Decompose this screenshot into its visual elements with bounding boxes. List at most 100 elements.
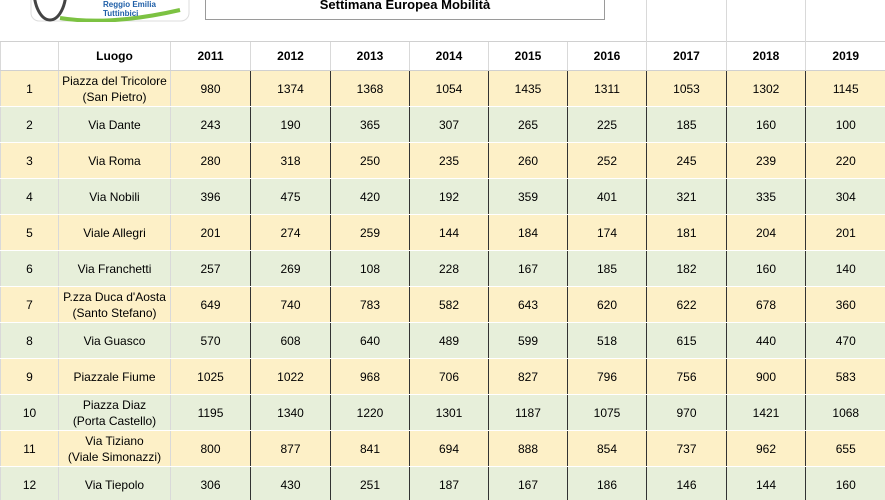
count-cell: 146 bbox=[646, 466, 727, 500]
count-cell: 187 bbox=[409, 466, 489, 500]
header-cell: 2011 bbox=[170, 42, 251, 71]
row-number: 4 bbox=[0, 178, 59, 215]
count-cell: 570 bbox=[170, 322, 251, 359]
count-cell: 1195 bbox=[170, 394, 251, 431]
count-cell: 694 bbox=[409, 430, 489, 467]
cell-line bbox=[805, 0, 806, 42]
place-name: Via Dante bbox=[58, 106, 171, 143]
count-cell: 640 bbox=[330, 322, 410, 359]
count-cell: 756 bbox=[646, 358, 727, 395]
count-cell: 307 bbox=[409, 106, 489, 143]
count-cell: 318 bbox=[250, 142, 331, 179]
header-cell: Luogo bbox=[58, 42, 171, 71]
count-cell: 582 bbox=[409, 286, 489, 323]
count-cell: 174 bbox=[567, 214, 647, 251]
row-number: 9 bbox=[0, 358, 59, 395]
count-cell: 186 bbox=[567, 466, 647, 500]
count-cell: 888 bbox=[488, 430, 568, 467]
count-cell: 100 bbox=[805, 106, 885, 143]
count-cell: 251 bbox=[330, 466, 410, 500]
row-number: 12 bbox=[0, 466, 59, 500]
count-cell: 265 bbox=[488, 106, 568, 143]
count-cell: 1368 bbox=[330, 70, 410, 107]
row-number: 8 bbox=[0, 322, 59, 359]
count-cell: 280 bbox=[170, 142, 251, 179]
place-name: P.zza Duca d'Aosta (Santo Stefano) bbox=[58, 286, 171, 323]
count-cell: 243 bbox=[170, 106, 251, 143]
header-cell: 2018 bbox=[726, 42, 806, 71]
place-name: Piazzale Fiume bbox=[58, 358, 171, 395]
count-cell: 239 bbox=[726, 142, 806, 179]
count-cell: 144 bbox=[726, 466, 806, 500]
count-cell: 643 bbox=[488, 286, 568, 323]
count-cell: 235 bbox=[409, 142, 489, 179]
count-cell: 489 bbox=[409, 322, 489, 359]
count-cell: 160 bbox=[726, 106, 806, 143]
count-cell: 970 bbox=[646, 394, 727, 431]
count-cell: 260 bbox=[488, 142, 568, 179]
place-name: Viale Allegri bbox=[58, 214, 171, 251]
count-cell: 900 bbox=[726, 358, 806, 395]
count-cell: 190 bbox=[250, 106, 331, 143]
count-cell: 430 bbox=[250, 466, 331, 500]
count-cell: 622 bbox=[646, 286, 727, 323]
count-cell: 615 bbox=[646, 322, 727, 359]
place-name: Via Roma bbox=[58, 142, 171, 179]
table-row: 7 P.zza Duca d'Aosta (Santo Stefano) 649 74… bbox=[0, 286, 885, 323]
count-cell: 1187 bbox=[488, 394, 568, 431]
header-cell: 2014 bbox=[409, 42, 489, 71]
logo-swoosh bbox=[59, 8, 181, 22]
header-cell bbox=[0, 42, 59, 71]
table-row: 10 Piazza Diaz (Porta Castello) 1195 1340 12… bbox=[0, 394, 885, 431]
count-cell: 740 bbox=[250, 286, 331, 323]
place-name: Via Guasco bbox=[58, 322, 171, 359]
sheet-title: Settimana Europea Mobilità bbox=[205, 0, 605, 20]
count-cell: 140 bbox=[805, 250, 885, 287]
count-cell: 201 bbox=[170, 214, 251, 251]
count-cell: 1302 bbox=[726, 70, 806, 107]
count-cell: 365 bbox=[330, 106, 410, 143]
header-cell: 2015 bbox=[488, 42, 568, 71]
count-cell: 335 bbox=[726, 178, 806, 215]
table-row: 9 Piazzale Fiume 1025 1022 968 706 827 796 756 90… bbox=[0, 358, 885, 395]
header-cell: 2017 bbox=[646, 42, 727, 71]
row-number: 5 bbox=[0, 214, 59, 251]
count-cell: 160 bbox=[805, 466, 885, 500]
count-cell: 1311 bbox=[567, 70, 647, 107]
cell-line bbox=[726, 0, 727, 42]
header-cell: 2019 bbox=[805, 42, 885, 71]
count-cell: 1053 bbox=[646, 70, 727, 107]
count-cell: 1068 bbox=[805, 394, 885, 431]
count-cell: 706 bbox=[409, 358, 489, 395]
count-cell: 1145 bbox=[805, 70, 885, 107]
cell-line bbox=[646, 0, 647, 42]
table-row: 6 Via Franchetti 257 269 108 228 167 185 182 160 1… bbox=[0, 250, 885, 287]
count-cell: 620 bbox=[567, 286, 647, 323]
count-cell: 304 bbox=[805, 178, 885, 215]
count-cell: 306 bbox=[170, 466, 251, 500]
count-cell: 440 bbox=[726, 322, 806, 359]
count-cell: 518 bbox=[567, 322, 647, 359]
count-cell: 1054 bbox=[409, 70, 489, 107]
count-cell: 968 bbox=[330, 358, 410, 395]
count-cell: 220 bbox=[805, 142, 885, 179]
count-cell: 396 bbox=[170, 178, 251, 215]
table-row: 3 Via Roma 280 318 250 235 260 252 245 239 220 bbox=[0, 142, 885, 179]
count-cell: 245 bbox=[646, 142, 727, 179]
header-cell: 2013 bbox=[330, 42, 410, 71]
count-cell: 1340 bbox=[250, 394, 331, 431]
count-cell: 144 bbox=[409, 214, 489, 251]
count-cell: 796 bbox=[567, 358, 647, 395]
count-cell: 192 bbox=[409, 178, 489, 215]
count-cell: 1220 bbox=[330, 394, 410, 431]
count-cell: 184 bbox=[488, 214, 568, 251]
row-number: 7 bbox=[0, 286, 59, 323]
place-name: Via Tiepolo bbox=[58, 466, 171, 500]
place-name: Piazza del Tricolore (San Pietro) bbox=[58, 70, 171, 107]
row-number: 2 bbox=[0, 106, 59, 143]
count-cell: 800 bbox=[170, 430, 251, 467]
count-cell: 167 bbox=[488, 466, 568, 500]
header-cell: 2016 bbox=[567, 42, 647, 71]
count-cell: 228 bbox=[409, 250, 489, 287]
count-cell: 877 bbox=[250, 430, 331, 467]
